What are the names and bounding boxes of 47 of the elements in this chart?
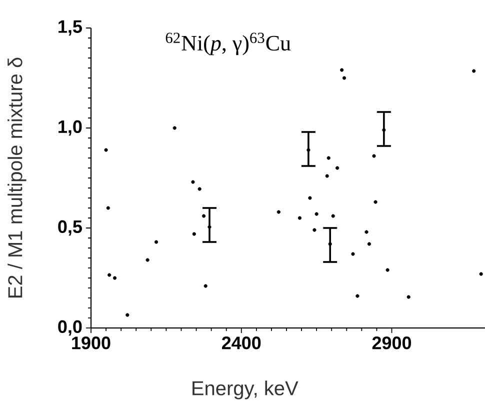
point xyxy=(112,276,117,280)
point xyxy=(126,313,130,317)
point xyxy=(204,284,208,288)
x-tick-label: 2900 xyxy=(372,336,412,350)
point xyxy=(364,230,368,234)
point xyxy=(314,212,318,216)
point xyxy=(351,252,355,256)
point xyxy=(336,166,340,170)
point xyxy=(191,180,195,184)
y-tick-label: 1,5 xyxy=(58,20,82,36)
y-tick-label: 0,0 xyxy=(58,320,82,336)
point xyxy=(406,295,410,299)
point xyxy=(328,242,332,246)
point xyxy=(326,156,330,160)
point xyxy=(208,225,212,229)
point xyxy=(367,242,371,246)
point xyxy=(192,232,196,236)
point xyxy=(386,268,390,272)
point xyxy=(472,69,476,73)
point xyxy=(298,216,302,220)
x-axis-title: Energy, keV xyxy=(192,380,298,400)
point xyxy=(154,240,158,244)
point xyxy=(108,273,112,277)
point xyxy=(172,126,176,130)
x-tick-label: 1900 xyxy=(72,336,110,350)
point xyxy=(104,148,108,152)
y-tick-label: 1,0 xyxy=(58,120,82,136)
point xyxy=(372,154,376,158)
point xyxy=(374,200,378,204)
point xyxy=(276,210,280,214)
point xyxy=(331,214,335,218)
x-tick-label: 2400 xyxy=(222,336,261,350)
point xyxy=(106,206,110,210)
point xyxy=(308,196,312,200)
point xyxy=(312,228,316,232)
point xyxy=(306,148,310,152)
point xyxy=(146,258,150,262)
point xyxy=(202,214,206,218)
point xyxy=(340,68,344,72)
y-tick-label: 0,5 xyxy=(58,220,82,236)
point xyxy=(198,187,202,191)
point xyxy=(356,294,360,298)
point xyxy=(325,174,329,178)
point xyxy=(342,76,346,80)
point xyxy=(382,128,386,132)
y-axis-title: E2 / M1 multipole mixture δ xyxy=(8,58,26,298)
chart-title: $^{62}$Ni(p, γ)$^{63}$Cu xyxy=(166,32,291,56)
